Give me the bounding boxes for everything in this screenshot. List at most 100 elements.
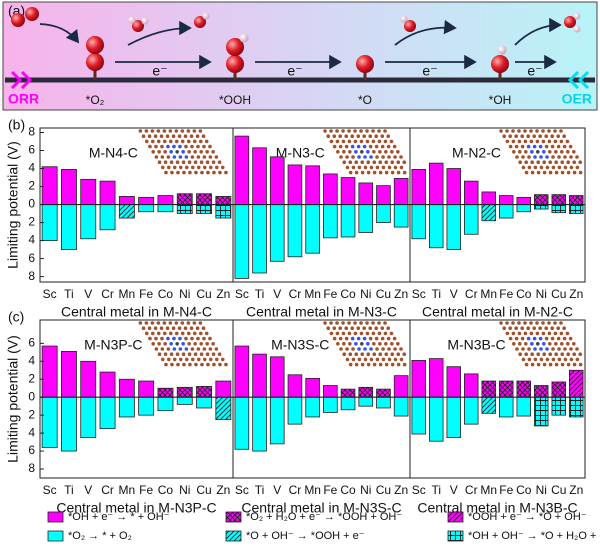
atom	[374, 336, 379, 341]
atom	[396, 150, 400, 154]
atom	[363, 165, 368, 170]
atom	[518, 352, 522, 357]
bar	[252, 396, 267, 452]
atom	[366, 352, 371, 357]
chart-title: M-N2-C	[452, 145, 501, 161]
atom	[554, 160, 558, 164]
atom	[369, 165, 374, 170]
bar	[196, 396, 212, 409]
atom	[369, 155, 373, 159]
atom	[353, 139, 358, 144]
atom	[359, 321, 363, 325]
atom-o	[226, 38, 244, 56]
atom	[178, 144, 182, 149]
atom	[165, 134, 170, 138]
atom	[356, 134, 361, 138]
atom	[512, 342, 516, 346]
y-tick-label: 8	[28, 269, 35, 283]
atom	[199, 150, 203, 154]
bar	[393, 204, 409, 228]
atom	[559, 331, 564, 336]
x-tick-label: Ti	[64, 287, 74, 301]
atom	[377, 321, 381, 325]
atom	[563, 347, 567, 351]
atom	[554, 150, 558, 154]
atom	[560, 342, 564, 346]
atom	[377, 139, 382, 144]
atom	[529, 129, 533, 133]
bar	[358, 396, 374, 407]
panel-label: (c)	[8, 309, 24, 325]
electron-label: e⁻	[152, 63, 167, 79]
atom	[523, 331, 528, 336]
atom	[390, 160, 395, 164]
atom	[208, 357, 213, 362]
atom	[329, 321, 333, 325]
atom	[342, 342, 346, 346]
atom	[351, 155, 355, 159]
y-tick-label: 6	[28, 143, 35, 157]
legend-swatch	[225, 511, 242, 523]
atom	[511, 331, 516, 336]
atom	[160, 357, 165, 362]
x-tick-label: Ni	[179, 483, 190, 497]
bar	[269, 396, 285, 445]
x-tick-label: Ni	[360, 287, 371, 301]
atom	[214, 155, 219, 159]
atom	[360, 150, 364, 154]
bar	[569, 204, 584, 214]
atom	[339, 347, 343, 351]
atom	[554, 352, 558, 357]
chart-title: M-N3S-C	[271, 337, 329, 353]
atom	[163, 352, 168, 357]
atom	[527, 347, 531, 351]
atom	[517, 331, 522, 336]
bar	[481, 380, 496, 398]
atom	[399, 357, 404, 362]
atom	[389, 331, 394, 336]
atom	[532, 144, 537, 149]
bar	[411, 359, 426, 398]
atom	[188, 170, 192, 175]
atom	[569, 357, 574, 362]
atom	[196, 144, 200, 149]
bar	[534, 204, 549, 210]
atom	[518, 160, 522, 164]
atom	[532, 134, 536, 138]
atom	[208, 155, 213, 159]
y-tick-label: 6	[28, 251, 35, 265]
atom	[547, 331, 552, 336]
atom	[190, 347, 195, 351]
atom	[338, 326, 343, 331]
atom	[150, 139, 155, 144]
atom	[383, 139, 388, 144]
atom	[168, 129, 173, 133]
atom	[575, 165, 580, 170]
atom	[339, 155, 343, 159]
atom	[386, 144, 391, 149]
bar	[499, 396, 514, 418]
x-axis-label: Central metal in M-N2-C	[422, 304, 573, 320]
bar	[481, 191, 496, 205]
atom	[171, 326, 176, 331]
atom	[560, 170, 565, 175]
atom	[336, 150, 340, 154]
atom	[569, 347, 573, 351]
atom	[393, 155, 397, 159]
x-tick-label: Ti	[255, 287, 265, 301]
atom	[524, 160, 528, 164]
structure-inset	[138, 129, 228, 175]
atom	[147, 326, 152, 331]
atom	[514, 336, 519, 341]
atom	[542, 362, 547, 367]
atom-o	[491, 55, 509, 73]
x-tick-label: Sc	[235, 287, 249, 301]
x-tick-label: V	[84, 483, 92, 497]
structure-inset	[499, 321, 583, 367]
y-tick-label: 6	[28, 443, 35, 457]
atom	[190, 357, 195, 362]
atom	[184, 155, 189, 159]
x-tick-label: Zn	[394, 483, 408, 497]
atom	[372, 352, 377, 357]
atom	[144, 129, 149, 133]
